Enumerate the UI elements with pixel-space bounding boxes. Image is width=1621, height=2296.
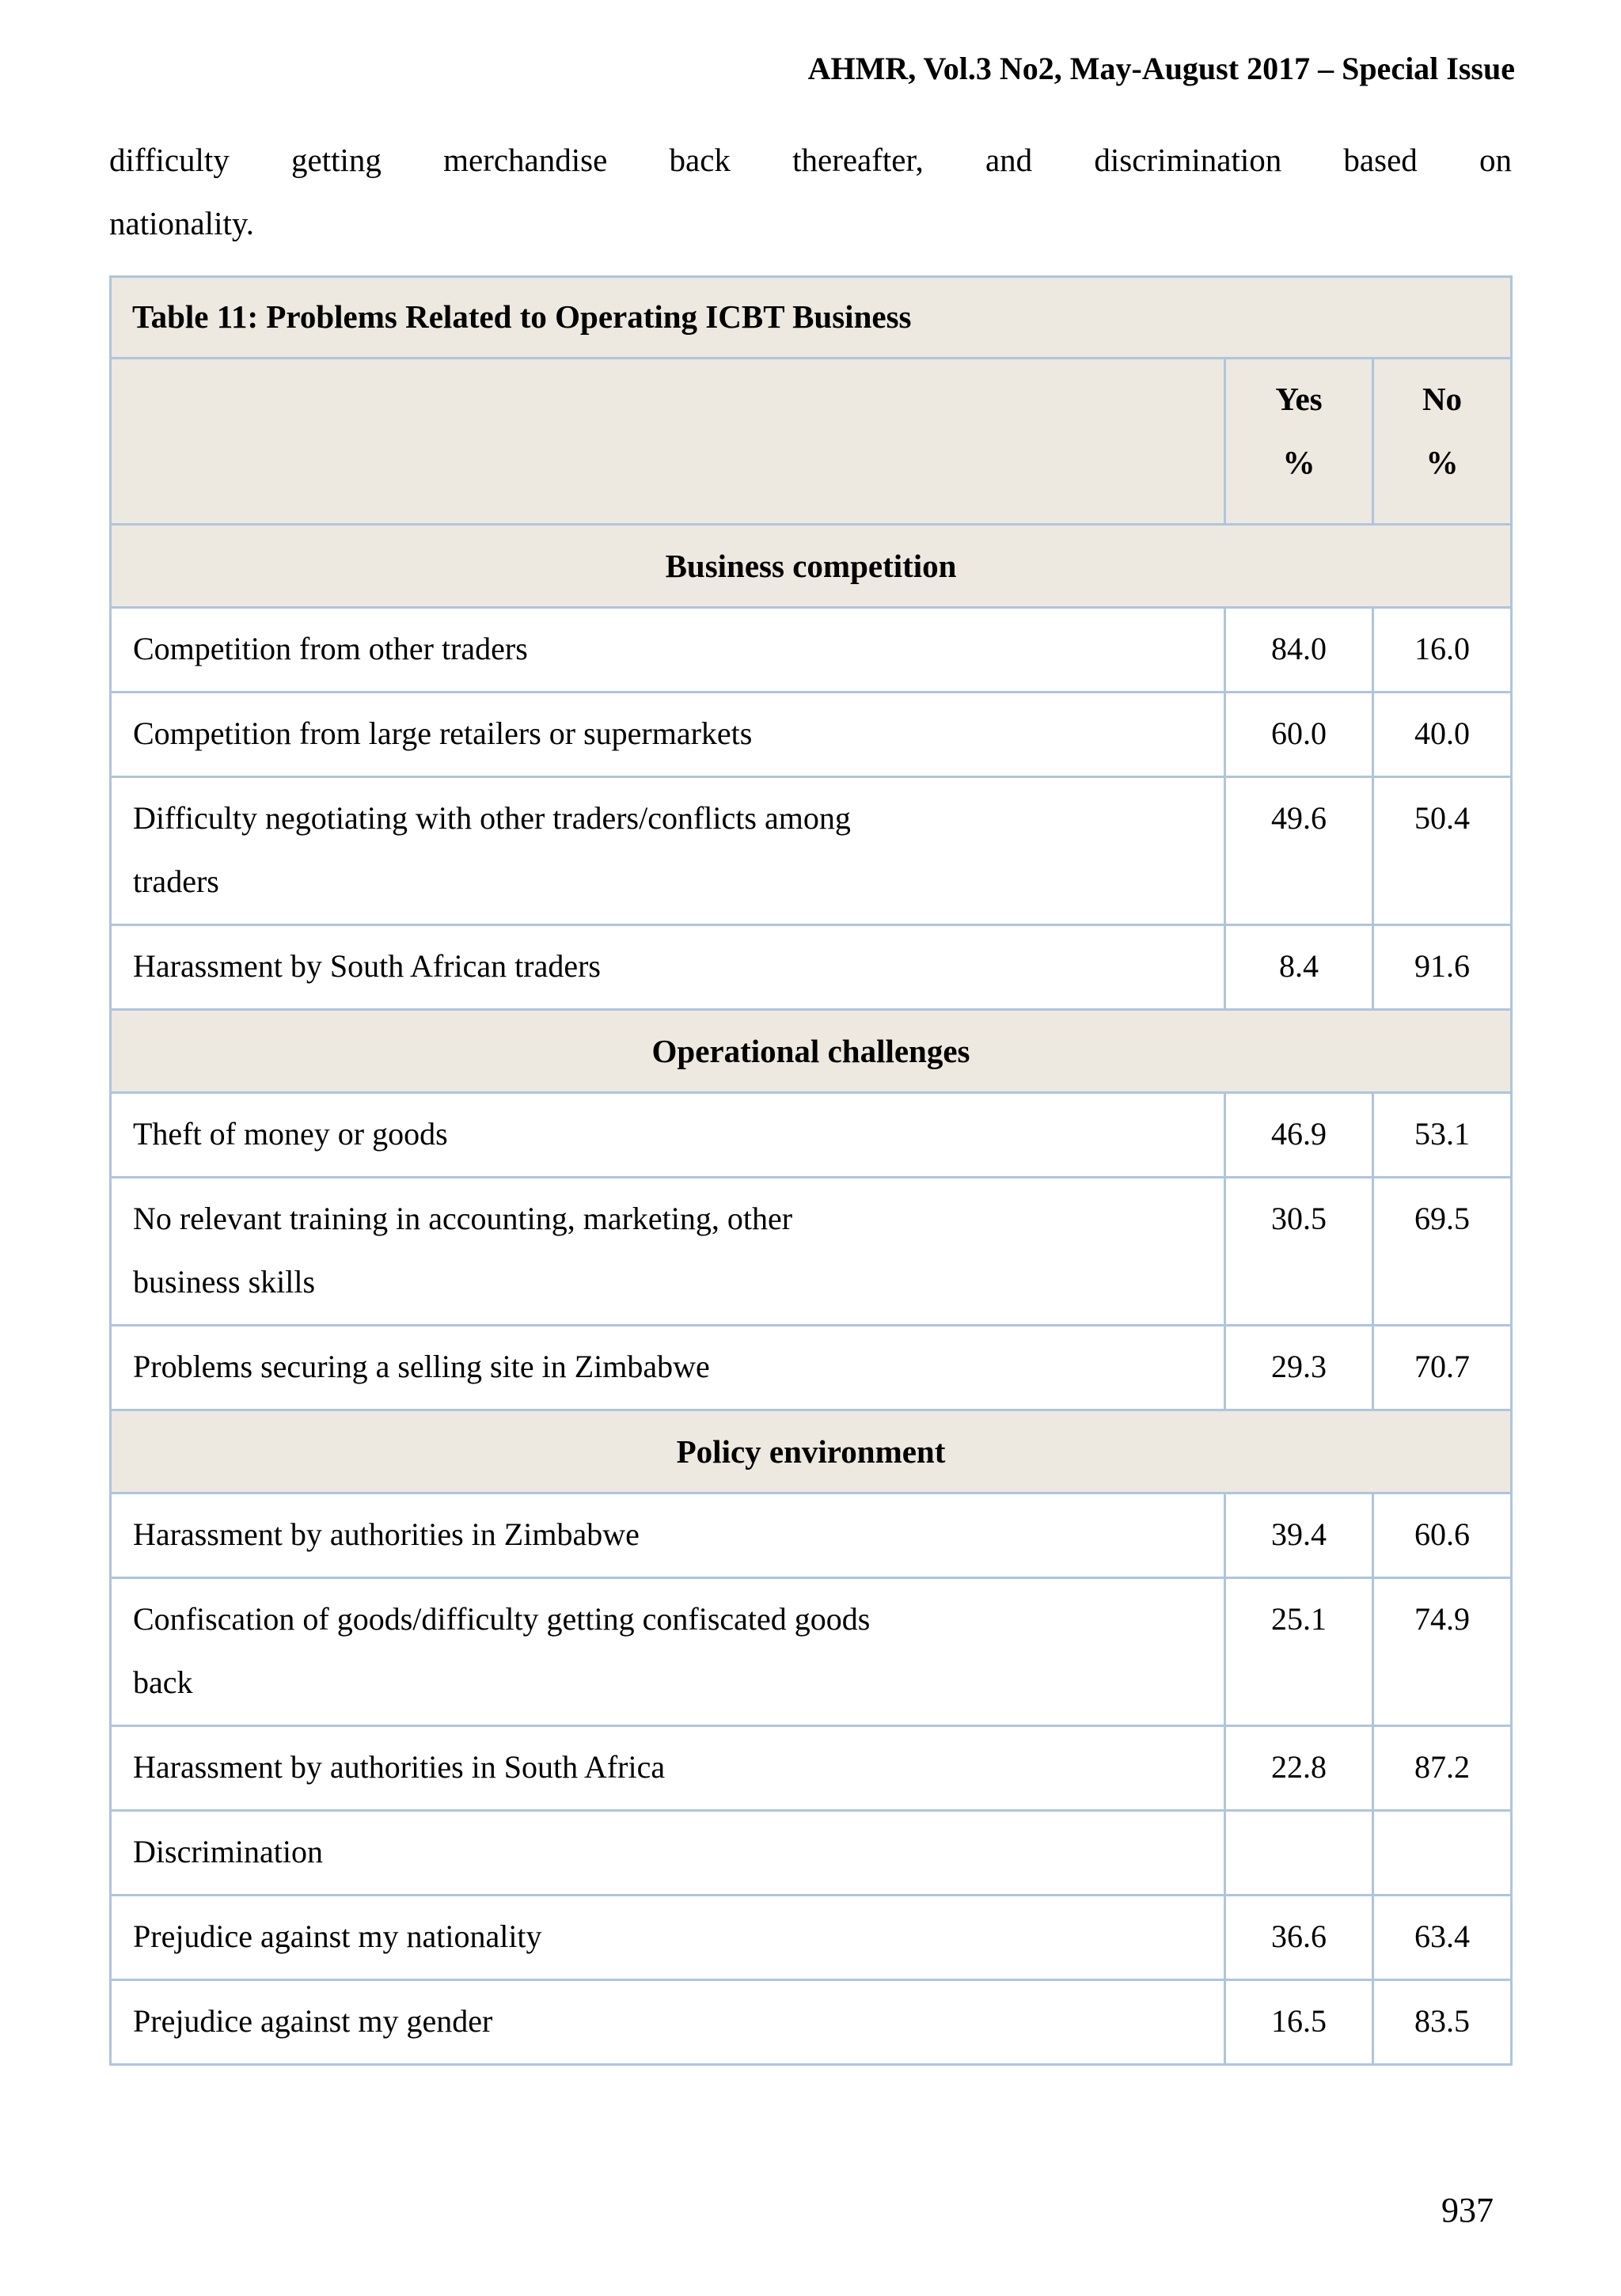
row-label-line: No relevant training in accounting, mark… bbox=[133, 1201, 793, 1236]
body-paragraph-line-1: difficulty getting merchandise back ther… bbox=[109, 142, 1512, 178]
yes-value-cell: 60.0 bbox=[1224, 691, 1374, 778]
no-value-cell: 70.7 bbox=[1371, 1324, 1513, 1411]
table-row: Problems securing a selling site in Zimb… bbox=[109, 1324, 1513, 1411]
row-label: Competition from large retailers or supe… bbox=[109, 691, 1226, 778]
row-label-line: Competition from large retailers or supe… bbox=[133, 715, 753, 751]
table-body: Table 11: Problems Related to Operating … bbox=[108, 275, 1513, 2066]
no-value-cell: 16.0 bbox=[1371, 606, 1513, 693]
row-label: Confiscation of goods/difficulty getting… bbox=[109, 1577, 1226, 1727]
running-header: AHMR, Vol.3 No2, May-August 2017 – Speci… bbox=[807, 51, 1515, 86]
header-no-cell: No % bbox=[1371, 357, 1513, 526]
row-label-line: Harassment by authorities in South Afric… bbox=[133, 1749, 666, 1785]
yes-value-cell: 84.0 bbox=[1224, 606, 1374, 693]
row-label-line: business skills bbox=[133, 1264, 316, 1300]
row-label: No relevant training in accounting, mark… bbox=[109, 1176, 1226, 1326]
no-value-cell: 63.4 bbox=[1371, 1894, 1513, 1981]
row-label: Problems securing a selling site in Zimb… bbox=[109, 1324, 1226, 1411]
yes-value-cell: 16.5 bbox=[1224, 1979, 1374, 2066]
table-row: Theft of money or goods 46.9 53.1 bbox=[109, 1091, 1513, 1178]
table-row: Confiscation of goods/difficulty getting… bbox=[109, 1577, 1513, 1727]
row-label-line: Discrimination bbox=[133, 1834, 323, 1869]
row-label-line: Harassment by authorities in Zimbabwe bbox=[133, 1516, 640, 1552]
no-value-cell: 50.4 bbox=[1371, 776, 1513, 926]
yes-value-cell: 8.4 bbox=[1224, 924, 1374, 1011]
yes-value-cell: 29.3 bbox=[1224, 1324, 1374, 1411]
yes-value-cell: 25.1 bbox=[1224, 1577, 1374, 1727]
page-number: 937 bbox=[1441, 2191, 1494, 2230]
header-empty-cell bbox=[109, 357, 1226, 526]
section-header-policy-environment: Policy environment bbox=[108, 1409, 1513, 1494]
header-yes-percent-sign: % bbox=[1282, 444, 1315, 480]
table-row: Harassment by authorities in Zimbabwe 39.… bbox=[109, 1492, 1513, 1579]
table-row: Prejudice against my gender 16.5 83.5 bbox=[109, 1979, 1513, 2066]
row-label-line: Difficulty negotiating with other trader… bbox=[133, 800, 851, 836]
table-row: Difficulty negotiating with other trader… bbox=[109, 776, 1513, 926]
body-paragraph: difficulty getting merchandise back ther… bbox=[109, 128, 1512, 255]
no-value-cell: 87.2 bbox=[1371, 1725, 1513, 1812]
header-no-percent-sign: % bbox=[1425, 444, 1459, 480]
row-label-line: Theft of money or goods bbox=[133, 1116, 448, 1152]
row-label-line: Prejudice against my gender bbox=[133, 2003, 493, 2039]
problems-table: Table 11: Problems Related to Operating … bbox=[108, 275, 1513, 2066]
row-label: Prejudice against my gender bbox=[109, 1979, 1226, 2066]
yes-value-cell: 46.9 bbox=[1224, 1091, 1374, 1178]
no-value-cell: 83.5 bbox=[1371, 1979, 1513, 2066]
row-label-line: Competition from other traders bbox=[133, 631, 528, 666]
table-row: Competition from other traders 84.0 16.0 bbox=[109, 606, 1513, 693]
table-row: Discrimination bbox=[109, 1809, 1513, 1896]
row-label: Harassment by South African traders bbox=[109, 924, 1226, 1011]
header-yes-cell: Yes % bbox=[1224, 357, 1374, 526]
no-value-cell: 69.5 bbox=[1371, 1176, 1513, 1326]
row-label-line: Problems securing a selling site in Zimb… bbox=[133, 1349, 710, 1384]
row-label: Prejudice against my nationality bbox=[109, 1894, 1226, 1981]
yes-value-cell bbox=[1224, 1809, 1374, 1896]
yes-value-cell: 22.8 bbox=[1224, 1725, 1374, 1812]
yes-value-cell: 30.5 bbox=[1224, 1176, 1374, 1326]
row-label-line: Harassment by South African traders bbox=[133, 948, 601, 984]
no-value-cell: 53.1 bbox=[1371, 1091, 1513, 1178]
yes-value-cell: 36.6 bbox=[1224, 1894, 1374, 1981]
table-row: No relevant training in accounting, mark… bbox=[109, 1176, 1513, 1326]
body-paragraph-line-2: nationality. bbox=[109, 205, 254, 241]
row-label: Competition from other traders bbox=[109, 606, 1226, 693]
header-yes-label: Yes bbox=[1275, 381, 1323, 417]
row-label-line: back bbox=[133, 1664, 193, 1700]
row-label: Theft of money or goods bbox=[109, 1091, 1226, 1178]
no-value-cell: 74.9 bbox=[1371, 1577, 1513, 1727]
section-header-business-competition: Business competition bbox=[108, 523, 1513, 609]
table-row: Competition from large retailers or supe… bbox=[109, 691, 1513, 778]
table-row: Harassment by authorities in South Afric… bbox=[109, 1725, 1513, 1812]
row-label-line: Prejudice against my nationality bbox=[133, 1918, 542, 1954]
no-value-cell bbox=[1371, 1809, 1513, 1896]
row-label: Harassment by authorities in South Afric… bbox=[109, 1725, 1226, 1812]
no-value-cell: 91.6 bbox=[1371, 924, 1513, 1011]
header-no-label: No bbox=[1422, 381, 1463, 417]
no-value-cell: 40.0 bbox=[1371, 691, 1513, 778]
table-title: Table 11: Problems Related to Operating … bbox=[108, 275, 1513, 359]
section-row-policy-environment: Policy environment bbox=[108, 1409, 1513, 1494]
section-row-business-competition: Business competition bbox=[108, 523, 1513, 609]
row-label: Discrimination bbox=[109, 1809, 1226, 1896]
table-row: Prejudice against my nationality 36.6 63.4 bbox=[109, 1894, 1513, 1981]
table-row: Harassment by South African traders 8.4 91… bbox=[109, 924, 1513, 1011]
yes-value-cell: 49.6 bbox=[1224, 776, 1374, 926]
column-header-row: Yes % No % bbox=[109, 357, 1513, 526]
yes-value-cell: 39.4 bbox=[1224, 1492, 1374, 1579]
row-label: Difficulty negotiating with other trader… bbox=[109, 776, 1226, 926]
table-title-row: Table 11: Problems Related to Operating … bbox=[108, 275, 1513, 359]
row-label: Harassment by authorities in Zimbabwe bbox=[109, 1492, 1226, 1579]
no-value-cell: 60.6 bbox=[1371, 1492, 1513, 1579]
section-header-operational-challenges: Operational challenges bbox=[108, 1008, 1513, 1094]
row-label-line: traders bbox=[133, 863, 219, 899]
section-row-operational-challenges: Operational challenges bbox=[108, 1008, 1513, 1094]
row-label-line: Confiscation of goods/difficulty getting… bbox=[133, 1601, 871, 1637]
